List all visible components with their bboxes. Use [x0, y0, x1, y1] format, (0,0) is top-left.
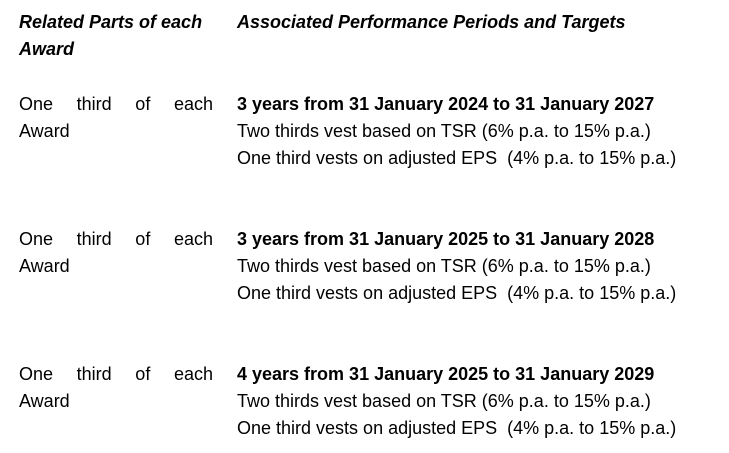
performance-period-title: 4 years from 31 January 2025 to 31 Janua… — [237, 364, 655, 384]
related-part-cell: One third of each Award — [19, 226, 213, 280]
performance-period-cell: 3 years from 31 January 2024 to 31 Janua… — [237, 91, 727, 172]
tsr-target: Two thirds vest based on TSR (6% p.a. to… — [237, 121, 651, 141]
eps-target: One third vests on adjusted EPS (4% p.a.… — [237, 418, 677, 438]
header-related-parts-line2: Award — [19, 39, 75, 59]
related-part-line2: Award — [19, 121, 70, 141]
header-performance-periods: Associated Performance Periods and Targe… — [237, 12, 626, 32]
related-part-line2: Award — [19, 391, 70, 411]
related-part-line1: One third of each — [19, 229, 213, 249]
related-part-line2: Award — [19, 256, 70, 276]
performance-period-title: 3 years from 31 January 2025 to 31 Janua… — [237, 229, 655, 249]
performance-period-title: 3 years from 31 January 2024 to 31 Janua… — [237, 94, 655, 114]
performance-period-cell: 4 years from 31 January 2025 to 31 Janua… — [237, 361, 727, 442]
related-part-cell: One third of each Award — [19, 91, 213, 145]
related-part-line1: One third of each — [19, 94, 213, 114]
performance-period-cell: 3 years from 31 January 2025 to 31 Janua… — [237, 226, 727, 307]
related-part-cell: One third of each Award — [19, 361, 213, 415]
header-related-parts: Related Parts of each Award — [19, 9, 213, 63]
header-related-parts-line1: Related Parts of each — [19, 12, 203, 32]
tsr-target: Two thirds vest based on TSR (6% p.a. to… — [237, 256, 651, 276]
eps-target: One third vests on adjusted EPS (4% p.a.… — [237, 148, 677, 168]
related-part-line1: One third of each — [19, 364, 213, 384]
tsr-target: Two thirds vest based on TSR (6% p.a. to… — [237, 391, 651, 411]
eps-target: One third vests on adjusted EPS (4% p.a.… — [237, 283, 677, 303]
